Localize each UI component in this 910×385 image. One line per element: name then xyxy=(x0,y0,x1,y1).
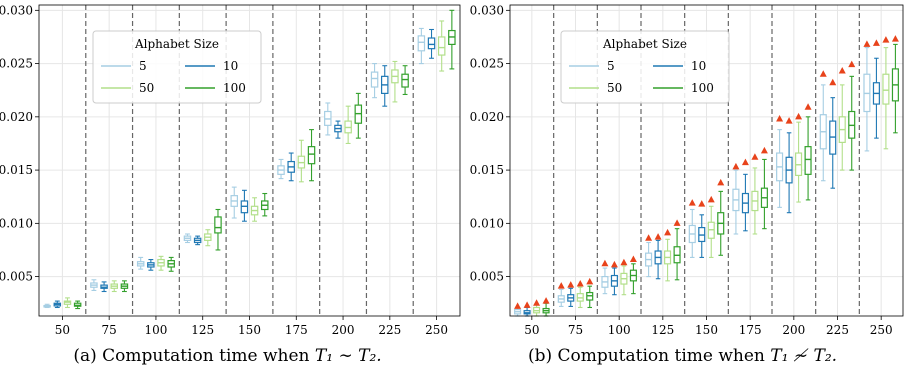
x-tick-label-a-250: 250 xyxy=(425,323,448,337)
box-a-s100-c225-body xyxy=(401,73,409,88)
box-b-s5-c200-marker xyxy=(776,114,784,122)
box-b-s5-c100-marker xyxy=(601,259,609,267)
box-b-s50-c125-marker xyxy=(664,228,672,236)
x-tick-label-b-125: 125 xyxy=(651,323,674,337)
chart-panel-b: 0.005 0.010 0.015 0.020 0.025 0.030 50 75 100 125… xyxy=(470,3,904,337)
x-tick-label-a-125: 125 xyxy=(191,323,214,337)
x-tick-label-a-175: 175 xyxy=(285,323,308,337)
box-b-s5-c150-marker xyxy=(688,199,696,206)
box-b-s100-c75-marker xyxy=(586,277,594,285)
box-b-s50-c250-marker xyxy=(882,36,890,43)
y-tick-label-a-1: 0.010 xyxy=(0,216,33,230)
x-tick-label-a-100: 100 xyxy=(144,323,167,337)
legend-a: Alphabet Size 5 10 50 100 xyxy=(92,30,262,104)
x-tick-label-b-225: 225 xyxy=(826,323,849,337)
box-b-s5-c50-marker xyxy=(514,302,522,309)
caption-b-math: T₁ ≁ T₂. xyxy=(770,346,838,366)
box-a-s5-c225-body xyxy=(370,71,379,88)
y-tick-label-b-5: 0.030 xyxy=(470,3,504,17)
x-tick-label-a-50: 50 xyxy=(55,323,70,337)
box-a-s10-c250-body xyxy=(427,37,436,50)
box-b-s100-c250-marker xyxy=(891,35,899,42)
y-tick-label-b-3: 0.020 xyxy=(470,110,504,124)
box-b-s100-c175-marker xyxy=(760,146,768,154)
box-b-s50-c225-marker xyxy=(838,67,846,74)
x-tick-label-b-50: 50 xyxy=(524,323,539,337)
x-tick-label-a-200: 200 xyxy=(332,323,355,337)
y-tick-label-a-3: 0.020 xyxy=(0,110,33,124)
x-tick-label-b-250: 250 xyxy=(870,323,893,337)
caption-a: (a) Computation time when T₁ ∼ T₂. xyxy=(0,346,455,366)
legend-label-b-50: 50 xyxy=(607,81,622,95)
legend-box-b xyxy=(560,30,730,104)
legend-label-b-5: 5 xyxy=(607,59,615,73)
box-a-s50-c250-body xyxy=(437,36,446,56)
y-tick-label-a-4: 0.025 xyxy=(0,57,33,71)
x-tick-label-a-75: 75 xyxy=(102,323,117,337)
box-b-s50-c175-marker xyxy=(751,153,759,160)
legend-label-b-100: 100 xyxy=(691,81,714,95)
box-a-s5-c250-body xyxy=(417,35,426,52)
box-b-s10-c200-marker xyxy=(785,117,793,124)
box-b-s100-c200-marker xyxy=(804,103,812,110)
box-b-s100-c50-marker xyxy=(542,297,550,304)
box-b-s50-c75-marker xyxy=(576,280,584,287)
x-tick-label-b-200: 200 xyxy=(782,323,805,337)
box-b-s10-c125-marker xyxy=(654,233,662,240)
legend-label-a-10: 10 xyxy=(223,59,238,73)
x-tick-label-b-175: 175 xyxy=(739,323,762,337)
legend-label-a-5: 5 xyxy=(139,59,147,73)
box-b-s10-c225-marker xyxy=(829,78,837,86)
legend-box-a xyxy=(92,30,262,104)
y-tick-label-b-0: 0.005 xyxy=(470,270,504,284)
chart-panel-a: 0.005 0.010 0.015 0.020 0.025 0.030 50 75 100 125… xyxy=(0,3,461,337)
legend-label-a-50: 50 xyxy=(139,81,154,95)
box-b-s50-c200-marker xyxy=(795,112,803,120)
box-b-s5-c250-marker xyxy=(863,40,871,47)
box-b-s10-c75-marker xyxy=(567,281,575,288)
y-tick-label-b-4: 0.025 xyxy=(470,57,504,71)
legend-label-b-10: 10 xyxy=(691,59,706,73)
box-b-s50-c100-marker xyxy=(620,258,628,266)
caption-a-math: T₁ ∼ T₂. xyxy=(314,346,382,366)
box-b-s10-c100-marker xyxy=(610,260,618,268)
box-b-s50-c150-marker xyxy=(707,195,715,203)
box-b-s50-c50-marker xyxy=(533,299,541,306)
caption-b: (b) Computation time when T₁ ≁ T₂. xyxy=(455,346,910,366)
legend-b: Alphabet Size 5 10 50 100 xyxy=(560,30,730,104)
box-a-s100-c175-body xyxy=(307,146,316,165)
box-b-s5-c225-marker xyxy=(819,70,827,77)
box-b-s100-c100-marker xyxy=(629,255,637,263)
y-tick-label-a-2: 0.015 xyxy=(0,163,33,177)
caption-a-prefix: (a) Computation time when xyxy=(73,346,315,366)
box-b-s100-c200-body xyxy=(804,146,812,175)
box-b-s10-c150-marker xyxy=(698,200,706,207)
y-tick-label-b-1: 0.010 xyxy=(470,216,504,230)
x-tick-label-a-150: 150 xyxy=(238,323,261,337)
caption-b-prefix: (b) Computation time when xyxy=(527,346,771,366)
x-tick-label-b-75: 75 xyxy=(568,323,583,337)
box-b-s5-c125-marker xyxy=(645,234,653,241)
box-b-s10-c50-marker xyxy=(523,301,531,308)
box-b-s5-c175-marker xyxy=(732,162,740,170)
legend-label-a-100: 100 xyxy=(223,81,246,95)
box-b-s50-c250-body xyxy=(882,73,890,105)
box-b-s10-c175-marker xyxy=(741,158,749,166)
y-tick-label-a-5: 0.030 xyxy=(0,3,33,17)
box-b-s100-c225-marker xyxy=(848,60,856,68)
box-b-s100-c125-marker xyxy=(673,219,681,226)
y-tick-label-a-0: 0.005 xyxy=(0,270,33,284)
x-tick-label-b-100: 100 xyxy=(608,323,631,337)
legend-title-a: Alphabet Size xyxy=(134,37,219,51)
box-a-s100-c125-body xyxy=(214,216,222,234)
box-b-s100-c150-marker xyxy=(717,178,725,186)
legend-title-b: Alphabet Size xyxy=(602,37,687,51)
y-tick-label-b-2: 0.015 xyxy=(470,163,504,177)
box-b-s5-c75-marker xyxy=(557,282,565,289)
x-tick-label-b-150: 150 xyxy=(695,323,718,337)
box-b-s10-c250-marker xyxy=(872,39,880,46)
x-tick-label-a-225: 225 xyxy=(378,323,401,337)
